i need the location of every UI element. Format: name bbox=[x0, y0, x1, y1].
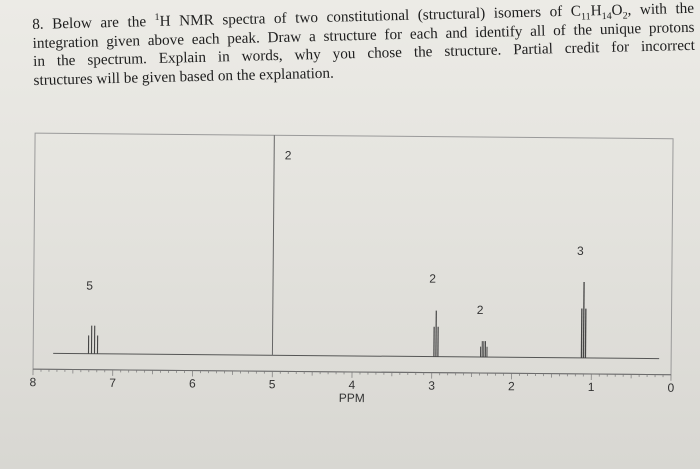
spectrum-baseline bbox=[53, 352, 660, 360]
peak-line bbox=[582, 281, 585, 358]
reference-line bbox=[271, 135, 275, 356]
x-tick-label: 5 bbox=[269, 377, 276, 391]
peak-integration-label: 5 bbox=[86, 279, 93, 293]
x-tick-label: 3 bbox=[428, 379, 435, 393]
peak-integration-label: 2 bbox=[429, 272, 436, 286]
x-tick-label: 1 bbox=[588, 380, 595, 394]
peak-integration-label: 2 bbox=[477, 303, 484, 317]
x-tick-label: 2 bbox=[508, 379, 515, 393]
x-tick-label: 7 bbox=[109, 376, 116, 390]
nmr-plot-group: 8 7 6 5 4 3 2 1 0 PPM 5 2 2 3 2 bbox=[30, 132, 675, 405]
x-tick-label: 0 bbox=[667, 381, 674, 395]
x-tick-label: 8 bbox=[30, 375, 37, 389]
x-tick-label: 4 bbox=[349, 378, 356, 392]
peak-integration-label: 3 bbox=[577, 244, 584, 258]
x-tick-label: 6 bbox=[189, 377, 196, 391]
annotation-label: 2 bbox=[285, 148, 292, 162]
x-axis-label: PPM bbox=[339, 391, 365, 405]
